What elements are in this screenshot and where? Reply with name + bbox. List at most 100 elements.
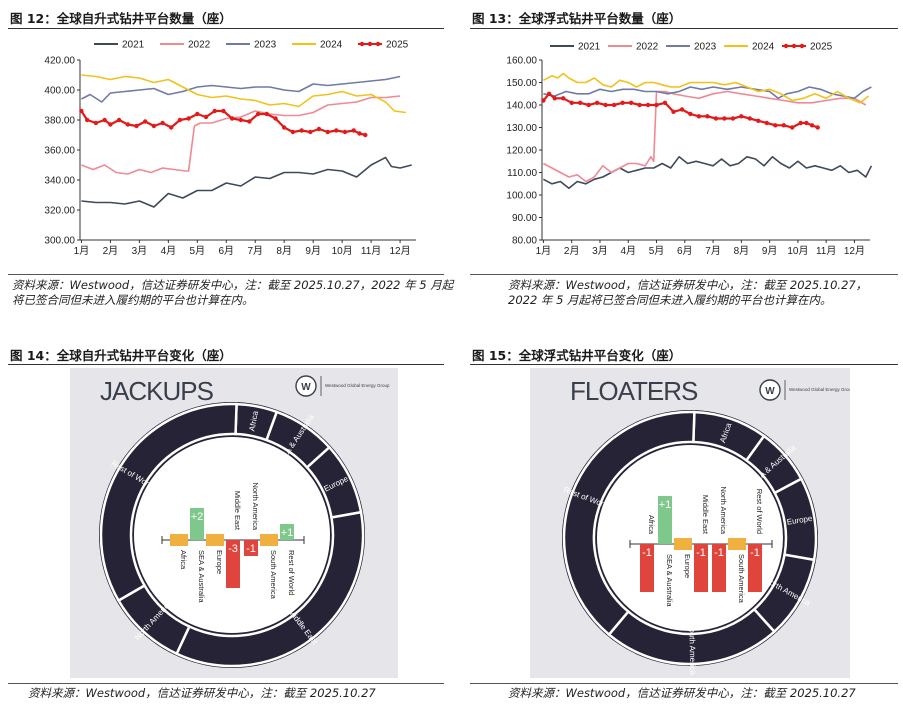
- x-tick-label: 7月: [247, 245, 263, 257]
- bar-value-label: -1: [750, 547, 760, 559]
- bar: [280, 524, 294, 540]
- x-tick-label: 3月: [592, 245, 608, 257]
- bar-value-label: +1: [281, 527, 294, 539]
- x-tick-label: 10月: [332, 245, 353, 257]
- fig13-source-note: 资料来源：Westwood，信达证券研发中心，注：截至 2025.10.27，2…: [508, 278, 868, 307]
- bar: [694, 544, 708, 592]
- x-tick-label: 9月: [305, 245, 321, 257]
- fig15-top-rule: [470, 364, 898, 365]
- series-point-2025: [594, 100, 600, 106]
- fig14-source-note: 资料来源：Westwood，信达证券研发中心，注：截至 2025.10.27: [28, 686, 376, 700]
- legend-label-2023: 2023: [694, 42, 717, 53]
- bar-zero-marker: [674, 538, 692, 550]
- y-tick-label: 160.00: [506, 56, 537, 67]
- series-point-2025: [334, 128, 339, 133]
- series-point-2025: [654, 102, 659, 108]
- y-tick-label: 90.00: [512, 213, 537, 224]
- series-point-2025: [747, 116, 752, 121]
- x-tick-label: 3月: [132, 245, 148, 257]
- x-tick-label: 1月: [74, 245, 90, 257]
- series-point-2025: [85, 117, 90, 123]
- series-point-2025: [815, 125, 820, 130]
- series-line-2021: [81, 156, 412, 208]
- series-point-2025: [264, 111, 269, 117]
- series-point-2025: [186, 116, 191, 121]
- legend-label-2024: 2024: [752, 42, 775, 53]
- series-line-2025: [80, 109, 366, 137]
- series-point-2025: [546, 91, 552, 96]
- fig12-title: 图 12：全球自升式钻井平台数量（座）: [10, 11, 232, 26]
- bar-category-label: Africa: [647, 515, 656, 535]
- x-tick-label: 1月: [536, 245, 552, 257]
- series-point-2025: [221, 108, 226, 114]
- x-tick-label: 9月: [762, 245, 778, 257]
- x-tick-label: 12月: [844, 245, 865, 257]
- fig12-top-rule: [8, 28, 444, 29]
- x-tick-label: 2月: [103, 245, 119, 257]
- series-point-2025: [282, 125, 287, 130]
- series-point-2025: [212, 108, 217, 114]
- bar-value-label: -1: [714, 547, 724, 559]
- infographic-heading: JACKUPS: [100, 376, 214, 406]
- series-point-2025: [273, 116, 278, 121]
- series-point-2025: [578, 100, 583, 106]
- bar-category-label: Middle East: [233, 491, 242, 531]
- ring-inner: [134, 437, 330, 633]
- series-point-2025: [552, 96, 557, 101]
- westwood-logo-icon: [759, 379, 781, 401]
- legend-marker-2025: [367, 41, 373, 47]
- bar-category-label: Europe: [215, 550, 224, 574]
- series-point-2025: [238, 117, 243, 123]
- bar-category-label: Middle East: [701, 495, 710, 535]
- ring-region-label: Africa: [247, 410, 260, 432]
- bar: [244, 540, 258, 556]
- bar-category-label: North America: [251, 482, 260, 530]
- y-tick-label: 380.00: [44, 116, 75, 127]
- y-tick-label: 360.00: [44, 146, 75, 157]
- bar: [190, 508, 204, 540]
- series-point-2025: [696, 114, 702, 119]
- bar-value-label: -1: [246, 543, 256, 555]
- legend-label-2025: 2025: [386, 40, 409, 51]
- legend-label-2021: 2021: [122, 40, 145, 51]
- series-point-2025: [342, 129, 348, 135]
- fig15-title: 图 15：全球浮式钻井平台变化（座）: [472, 348, 682, 363]
- series-line-2022: [81, 95, 401, 175]
- bar: [712, 544, 726, 592]
- series-point-2025: [739, 114, 744, 119]
- series-point-2025: [790, 125, 795, 130]
- series-point-2025: [169, 125, 174, 130]
- westwood-logo-icon: [295, 375, 317, 397]
- bar-zero-marker: [260, 534, 278, 546]
- fig13-title: 图 13：全球浮式钻井平台数量（座）: [472, 11, 682, 26]
- series-point-2025: [255, 111, 261, 117]
- series-point-2025: [603, 102, 608, 108]
- series-point-2025: [705, 114, 710, 119]
- series-point-2025: [713, 116, 719, 121]
- series-point-2025: [586, 102, 591, 108]
- legend-label-2021: 2021: [578, 42, 601, 53]
- x-tick-label: 11月: [816, 245, 836, 257]
- bar-zero-marker: [728, 538, 746, 550]
- bar-category-label: Rest of World: [287, 550, 296, 595]
- series-point-2025: [325, 129, 330, 135]
- series-point-2025: [290, 129, 296, 135]
- legend-label-2022: 2022: [636, 42, 659, 53]
- fig14-title: 图 14：全球自升式钻井平台变化（座）: [10, 348, 232, 363]
- series-point-2025: [679, 107, 685, 112]
- series-point-2025: [79, 108, 84, 114]
- series-point-2025: [662, 100, 668, 106]
- series-point-2025: [363, 132, 368, 138]
- series-point-2025: [116, 117, 122, 123]
- series-point-2025: [620, 100, 625, 106]
- x-tick-label: 4月: [620, 245, 636, 257]
- westwood-logo-mark: W: [765, 386, 775, 397]
- legend-label-2023: 2023: [254, 40, 277, 51]
- infographic-heading: FLOATERS: [570, 376, 698, 406]
- series-point-2025: [798, 120, 803, 126]
- x-tick-label: 8月: [734, 245, 750, 257]
- series-point-2025: [160, 120, 165, 126]
- fig14-jackups-infographic: JACKUPS W Westwood Global Energy Group Afri…: [70, 368, 398, 678]
- ring-segment: [562, 410, 696, 637]
- series-point-2025: [299, 128, 304, 133]
